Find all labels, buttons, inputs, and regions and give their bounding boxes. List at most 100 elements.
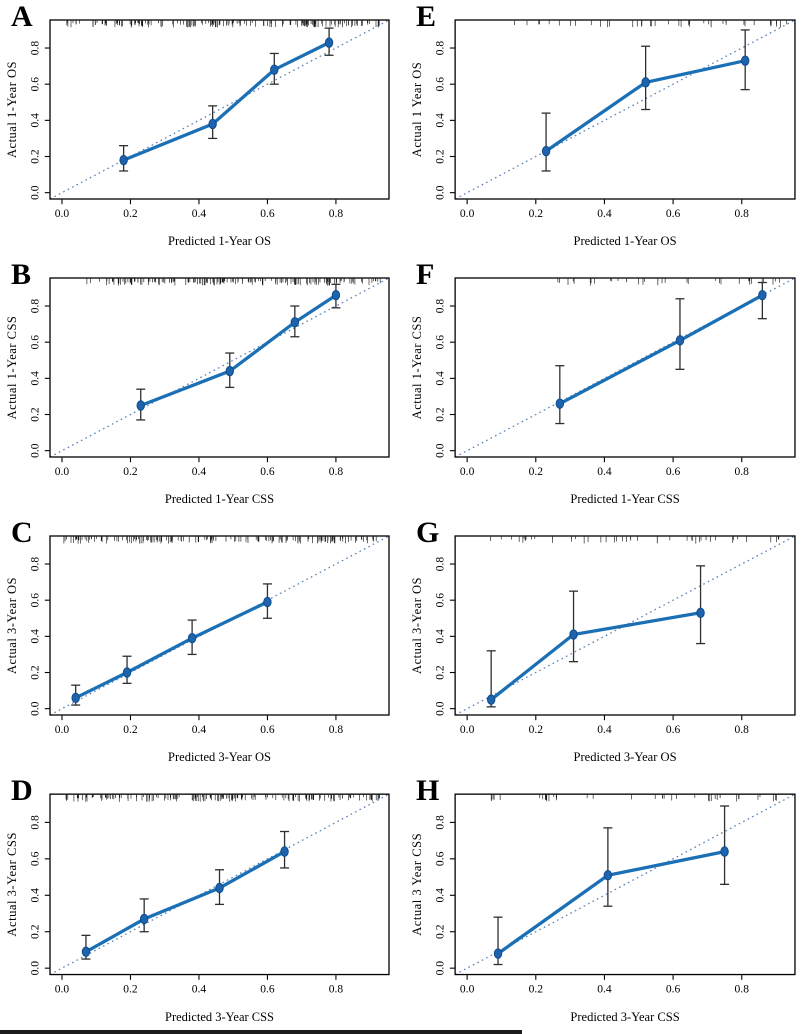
x-axis: 0.0 0.2 0.4 0.6 0.8 (55, 199, 343, 220)
ideal-diagonal-line (454, 19, 796, 200)
x-tick-label: 0.8 (329, 984, 344, 996)
confidence-error-bar (541, 112, 551, 172)
x-tick-label: 0.2 (123, 724, 138, 736)
y-tick-label: 0.8 (30, 815, 42, 830)
data-point-marker (486, 694, 496, 705)
x-tick-label: 0.8 (735, 724, 750, 736)
y-axis-title: Actual 1-Year CSS (5, 316, 19, 420)
confidence-error-bar (696, 565, 706, 645)
y-tick-label: 0.6 (435, 593, 447, 608)
x-tick-label: 0.8 (329, 466, 344, 478)
y-axis: 0.0 0.2 0.4 0.6 0.8 (30, 557, 50, 716)
y-tick-label: 0.8 (435, 41, 447, 56)
panel-letter-G: G (416, 516, 440, 549)
x-tick-label: 0.6 (260, 466, 275, 478)
panel-letter-E: E (416, 0, 437, 33)
x-axis: 0.0 0.2 0.4 0.6 0.8 (460, 199, 749, 220)
panel-letter-B: B (11, 258, 32, 291)
plot-box (454, 535, 796, 716)
data-point-marker (263, 596, 272, 608)
panel-B: B 0.0 0.2 0.4 0.6 0.8 0.0 0.2 0.4 0.6 0.8 Predicte… (0, 258, 405, 516)
y-tick-label: 0.0 (435, 701, 447, 716)
y-axis: 0.0 0.2 0.4 0.6 0.8 (435, 299, 455, 458)
calibration-curve (121, 40, 331, 162)
x-tick-label: 0.6 (666, 466, 681, 478)
x-axis-title: Predicted 3-Year CSS (570, 1010, 679, 1024)
x-tick-label: 0.4 (192, 466, 207, 478)
data-point-marker (696, 607, 705, 619)
x-tick-label: 0.4 (192, 724, 207, 736)
y-tick-label: 0.2 (435, 149, 447, 164)
panel-D: D 0.0 0.2 0.4 0.6 0.8 0.0 0.2 0.4 0.6 0.8 Predicte… (0, 774, 405, 1034)
calibration-curve (74, 600, 270, 700)
x-axis: 0.0 0.2 0.4 0.6 0.8 (460, 457, 749, 478)
x-tick-label: 0.2 (123, 984, 138, 996)
y-axis-title: Actual 1-Year CSS (410, 316, 424, 420)
panel-H: H 0.0 0.2 0.4 0.6 0.8 0.0 0.2 0.4 0.6 0.8 Predicte… (405, 774, 811, 1034)
y-tick-label: 0.4 (30, 888, 42, 903)
x-tick-label: 0.4 (597, 724, 612, 736)
data-point-marker (225, 365, 234, 377)
y-tick-label: 0.6 (435, 335, 447, 350)
y-axis: 0.0 0.2 0.4 0.6 0.8 (435, 557, 455, 716)
prediction-rug (490, 794, 777, 802)
x-axis: 0.0 0.2 0.4 0.6 0.8 (55, 715, 343, 736)
calibration-plot-A: 0.0 0.2 0.4 0.6 0.8 0.0 0.2 0.4 0.6 0.8 Predicted … (5, 19, 390, 248)
x-tick-label: 0.6 (260, 724, 275, 736)
y-tick-label: 0.2 (435, 924, 447, 939)
y-axis: 0.0 0.2 0.4 0.6 0.8 (435, 41, 455, 200)
data-point-marker (187, 632, 197, 644)
calibration-curve (496, 849, 727, 956)
y-tick-label: 0.4 (435, 371, 447, 386)
y-tick-label: 0.2 (30, 407, 42, 422)
prediction-rug (65, 794, 380, 802)
y-tick-label: 0.2 (30, 665, 42, 680)
x-axis-title: Predicted 3-Year OS (168, 750, 271, 764)
calibration-curve (558, 293, 765, 406)
x-tick-label: 0.4 (597, 984, 612, 996)
plot-box (454, 19, 796, 200)
y-tick-label: 0.4 (30, 113, 42, 128)
prediction-rug (514, 20, 788, 28)
calibration-curve (489, 611, 703, 702)
prediction-rug (66, 20, 380, 28)
x-tick-label: 0.0 (55, 208, 70, 220)
x-tick-label: 0.4 (597, 466, 612, 478)
confidence-error-bar (675, 298, 685, 370)
y-tick-label: 0.6 (30, 77, 42, 92)
data-point-marker (541, 145, 551, 157)
calibration-curve (84, 849, 287, 954)
calibration-plot-G: 0.0 0.2 0.4 0.6 0.8 0.0 0.2 0.4 0.6 0.8 Predicted … (410, 535, 796, 764)
data-point-marker (290, 317, 300, 328)
y-tick-label: 0.0 (30, 961, 42, 976)
data-point-marker (139, 913, 149, 925)
plot-box (49, 19, 390, 200)
x-axis-title: Predicted 1-Year CSS (165, 492, 274, 506)
prediction-rug (86, 278, 381, 286)
y-tick-label: 0.2 (435, 665, 447, 680)
data-point-marker (324, 37, 334, 48)
x-tick-label: 0.6 (260, 208, 275, 220)
y-axis: 0.0 0.2 0.4 0.6 0.8 (30, 815, 50, 975)
data-point-marker (720, 846, 729, 857)
data-point-marker (555, 398, 565, 409)
plot-box (454, 277, 796, 458)
plot-box (49, 535, 390, 716)
x-axis-title: Predicted 1-Year CSS (570, 492, 679, 506)
confidence-error-bar (569, 590, 579, 663)
x-axis-title: Predicted 1-Year OS (168, 234, 271, 248)
y-tick-label: 0.6 (435, 851, 447, 866)
y-tick-label: 0.4 (435, 629, 447, 644)
y-tick-label: 0.6 (30, 851, 42, 866)
x-tick-label: 0.2 (529, 724, 544, 736)
x-tick-label: 0.6 (260, 984, 275, 996)
x-tick-label: 0.0 (460, 466, 475, 478)
confidence-error-bar (603, 827, 613, 907)
prediction-rug (63, 536, 377, 544)
x-tick-label: 0.2 (529, 466, 544, 478)
y-tick-label: 0.0 (30, 185, 42, 200)
data-point-marker (122, 667, 132, 678)
y-tick-label: 0.8 (30, 557, 42, 572)
data-point-marker (740, 55, 750, 66)
